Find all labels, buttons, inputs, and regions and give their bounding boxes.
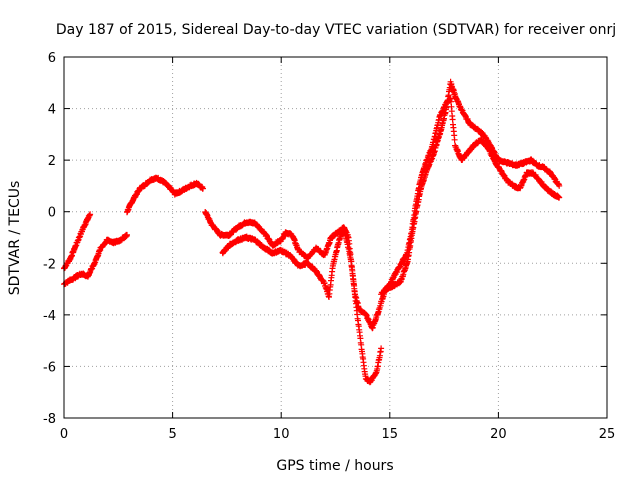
y-tick-label: 0	[48, 206, 56, 221]
x-tick-label: 20	[490, 427, 507, 442]
grid	[64, 57, 607, 418]
chart-title: Day 187 of 2015, Sidereal Day-to-day VTE…	[56, 22, 616, 38]
x-tick-label: 25	[599, 427, 616, 442]
y-tick-label: -4	[43, 309, 56, 324]
data-points	[61, 78, 563, 386]
y-tick-label: -2	[43, 257, 56, 272]
plot-frame	[63, 56, 608, 419]
x-tick-label: 15	[382, 427, 399, 442]
x-tick-label: 10	[273, 427, 290, 442]
y-tick-label: -8	[43, 412, 56, 427]
data-point-markers	[61, 211, 94, 272]
series-track-a	[61, 95, 563, 386]
data-point-markers	[202, 209, 385, 386]
y-tick-label: 6	[48, 51, 56, 66]
y-tick-label: -6	[43, 360, 56, 375]
y-tick-label: 4	[48, 103, 56, 118]
y-tick-label: 2	[48, 154, 56, 169]
data-point-markers	[219, 78, 563, 332]
series-track-b	[61, 78, 563, 332]
x-tick-label: 0	[60, 427, 68, 442]
x-axis-label: GPS time / hours	[276, 458, 393, 474]
x-tick-label: 5	[168, 427, 176, 442]
y-axis-label: SDTVAR / TECUs	[7, 181, 23, 296]
data-point-markers	[124, 174, 206, 216]
